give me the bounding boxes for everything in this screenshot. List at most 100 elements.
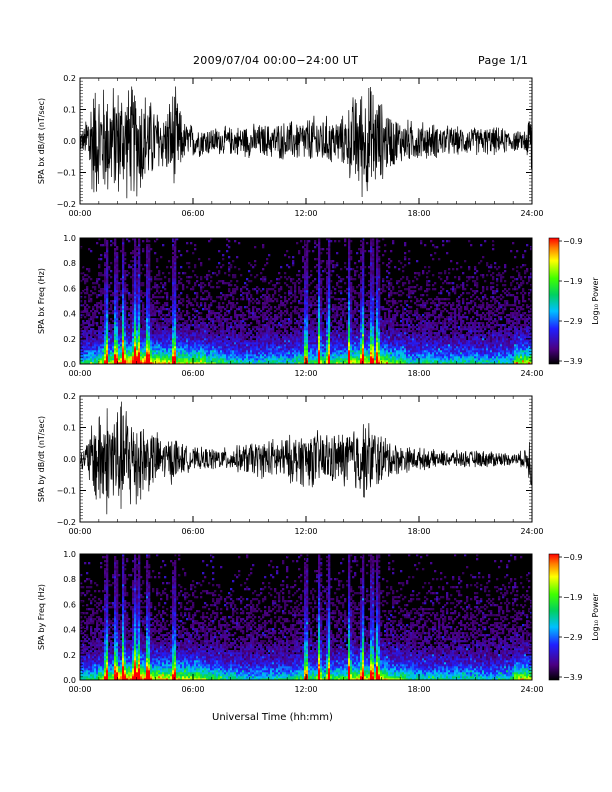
heatmap-cell <box>100 346 103 349</box>
heatmap-cell <box>164 358 167 361</box>
heatmap-cell <box>272 356 275 359</box>
heatmap-cell <box>98 350 101 353</box>
heatmap-cell <box>318 290 321 293</box>
heatmap-cell <box>300 354 303 357</box>
heatmap-cell <box>136 340 139 343</box>
heatmap-cell <box>146 318 149 321</box>
heatmap-cell <box>346 348 349 351</box>
heatmap-cell <box>294 354 297 357</box>
heatmap-cell <box>244 342 247 345</box>
heatmap-cell <box>266 334 269 337</box>
heatmap-cell <box>106 298 109 301</box>
heatmap-cell <box>266 358 269 361</box>
heatmap-cell <box>336 262 339 265</box>
heatmap-cell <box>188 332 191 335</box>
heatmap-cell <box>236 298 239 301</box>
heatmap-cell <box>124 358 127 361</box>
heatmap-cell <box>140 350 143 353</box>
heatmap-cell <box>124 346 127 349</box>
heatmap-cell <box>124 310 127 313</box>
heatmap-cell <box>282 322 285 325</box>
heatmap-cell <box>196 292 199 295</box>
heatmap-cell <box>336 344 339 347</box>
heatmap-cell <box>160 344 163 347</box>
heatmap-cell <box>232 296 235 299</box>
heatmap-cell <box>318 276 321 279</box>
heatmap-cell <box>280 288 283 291</box>
heatmap-cell <box>86 360 89 363</box>
heatmap-cell <box>146 260 149 263</box>
heatmap-cell <box>224 342 227 345</box>
heatmap-cell <box>174 314 177 317</box>
heatmap-cell <box>138 316 141 319</box>
heatmap-cell <box>142 336 145 339</box>
heatmap-cell <box>184 354 187 357</box>
heatmap-cell <box>108 342 111 345</box>
heatmap-cell <box>144 346 147 349</box>
heatmap-cell <box>202 348 205 351</box>
heatmap-cell <box>128 352 131 355</box>
heatmap-cell <box>138 248 141 251</box>
heatmap-cell <box>132 260 135 263</box>
heatmap-cell <box>322 298 325 301</box>
heatmap-cell <box>314 310 317 313</box>
heatmap-cell <box>220 306 223 309</box>
heatmap-cell <box>116 272 119 275</box>
heatmap-cell <box>118 290 121 293</box>
heatmap-cell <box>218 346 221 349</box>
heatmap-cell <box>104 360 107 363</box>
heatmap-cell <box>84 306 87 309</box>
heatmap-cell <box>210 358 213 361</box>
heatmap-cell <box>226 322 229 325</box>
heatmap-cell <box>204 318 207 321</box>
heatmap-cell <box>156 260 159 263</box>
heatmap-cell <box>176 346 179 349</box>
heatmap-cell <box>286 348 289 351</box>
heatmap-cell <box>238 360 241 363</box>
heatmap-cell <box>308 298 311 301</box>
heatmap-cell <box>144 320 147 323</box>
heatmap-cell <box>306 348 309 351</box>
heatmap-cell <box>324 334 327 337</box>
heatmap-cell <box>252 312 255 315</box>
heatmap-cell <box>272 288 275 291</box>
heatmap-cell <box>330 262 333 265</box>
heatmap-cell <box>298 286 301 289</box>
heatmap-cell <box>298 326 301 329</box>
heatmap-cell <box>332 296 335 299</box>
heatmap-cell <box>226 324 229 327</box>
heatmap-cell <box>180 338 183 341</box>
heatmap-cell <box>298 312 301 315</box>
heatmap-cell <box>318 334 321 337</box>
heatmap-cell <box>88 336 91 339</box>
heatmap-cell <box>314 344 317 347</box>
heatmap-cell <box>224 356 227 359</box>
heatmap-cell <box>336 332 339 335</box>
heatmap-cell <box>148 244 151 247</box>
heatmap-cell <box>198 306 201 309</box>
heatmap-cell <box>220 354 223 357</box>
heatmap-cell <box>270 344 273 347</box>
heatmap-cell <box>128 332 131 335</box>
heatmap-cell <box>130 324 133 327</box>
heatmap-cell <box>144 330 147 333</box>
heatmap-cell <box>238 348 241 351</box>
heatmap-cell <box>246 284 249 287</box>
heatmap-cell <box>184 358 187 361</box>
heatmap-cell <box>106 348 109 351</box>
heatmap-cell <box>158 342 161 345</box>
heatmap-cell <box>254 264 257 267</box>
heatmap-cell <box>288 344 291 347</box>
heatmap-cell <box>256 332 259 335</box>
heatmap-cell <box>186 344 189 347</box>
heatmap-cell <box>148 356 151 359</box>
heatmap-cell <box>102 348 105 351</box>
heatmap-cell <box>242 326 245 329</box>
heatmap-cell <box>102 274 105 277</box>
heatmap-cell <box>124 340 127 343</box>
heatmap-cell <box>236 342 239 345</box>
heatmap-cell <box>306 268 309 271</box>
heatmap-cell <box>114 280 117 283</box>
heatmap-cell <box>174 292 177 295</box>
heatmap-cell <box>118 270 121 273</box>
